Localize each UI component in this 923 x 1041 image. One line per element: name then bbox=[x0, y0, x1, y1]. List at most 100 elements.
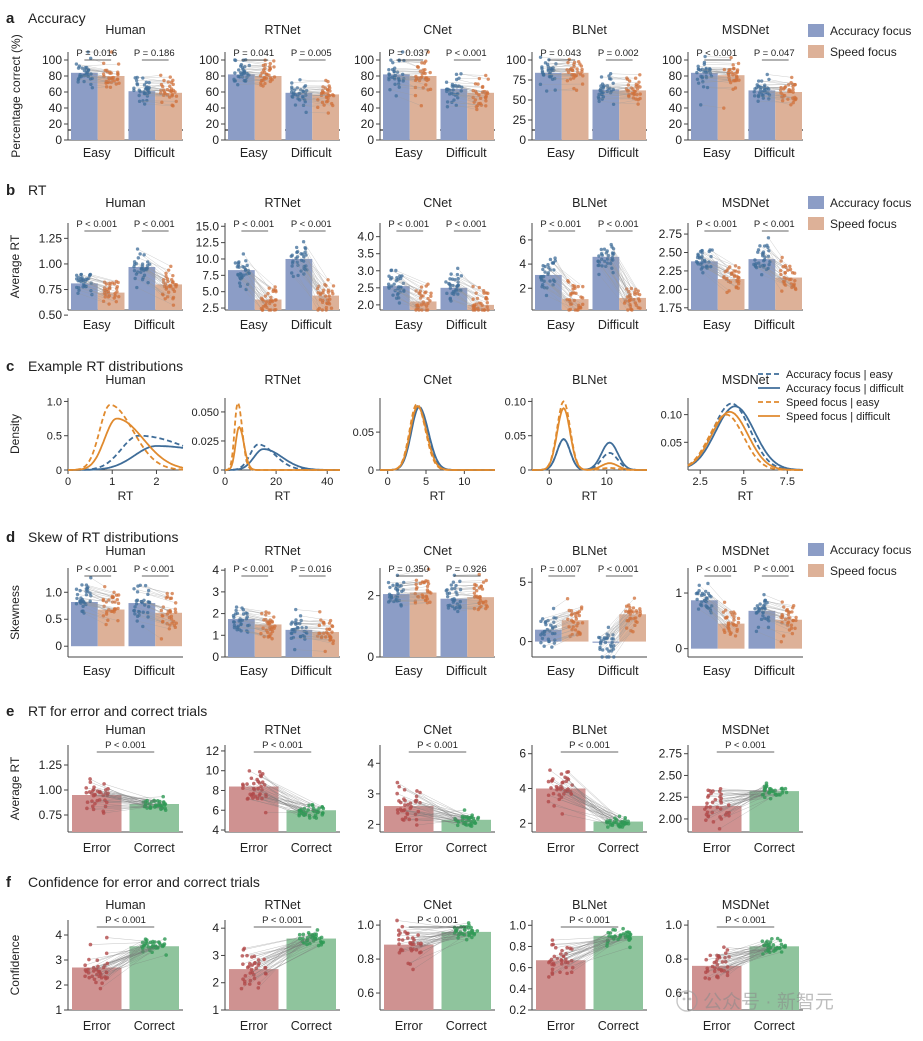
data-point bbox=[709, 264, 713, 269]
pair-line bbox=[553, 936, 616, 964]
data-point bbox=[731, 73, 735, 77]
data-point bbox=[471, 297, 475, 301]
data-point bbox=[132, 260, 137, 264]
data-point bbox=[247, 769, 252, 773]
pair-line bbox=[81, 76, 112, 79]
p-value-label: P = 0.043 bbox=[540, 48, 581, 59]
data-point bbox=[719, 967, 724, 972]
pair-line bbox=[403, 80, 416, 88]
data-point bbox=[235, 625, 239, 630]
pair-line bbox=[262, 773, 302, 810]
data-point bbox=[766, 236, 771, 240]
data-point bbox=[628, 616, 632, 620]
pair-line bbox=[756, 267, 796, 290]
data-point bbox=[767, 93, 772, 97]
data-point bbox=[260, 71, 264, 75]
data-point bbox=[264, 610, 268, 614]
bar-speed-focus bbox=[717, 623, 745, 649]
data-point bbox=[445, 105, 450, 109]
pair-line bbox=[265, 944, 322, 974]
x-tick-label: Difficult bbox=[446, 664, 487, 678]
data-point bbox=[767, 248, 771, 253]
data-point bbox=[322, 103, 326, 107]
data-point bbox=[545, 627, 549, 632]
data-point bbox=[101, 598, 105, 603]
data-point bbox=[79, 601, 83, 605]
data-point bbox=[737, 279, 741, 284]
pair-line bbox=[762, 612, 789, 623]
data-point bbox=[87, 273, 92, 278]
data-point bbox=[417, 950, 422, 955]
data-point bbox=[423, 67, 427, 72]
data-point bbox=[471, 303, 475, 308]
data-point bbox=[259, 774, 263, 779]
pair-line bbox=[84, 81, 107, 84]
data-point bbox=[261, 63, 266, 68]
data-point bbox=[241, 612, 246, 616]
data-point bbox=[132, 86, 136, 90]
data-point bbox=[550, 938, 555, 942]
data-point bbox=[449, 583, 454, 587]
pair-line bbox=[548, 938, 614, 978]
p-value-label: P < 0.001 bbox=[76, 219, 117, 230]
data-point bbox=[104, 951, 109, 956]
pair-line bbox=[457, 97, 475, 103]
pair-line bbox=[247, 265, 266, 297]
pair-line bbox=[395, 270, 429, 285]
data-point bbox=[266, 622, 270, 626]
pair-line bbox=[243, 613, 273, 622]
density-curve bbox=[68, 445, 184, 471]
data-point bbox=[103, 798, 107, 802]
pair-line bbox=[411, 806, 475, 824]
pair-line bbox=[758, 80, 792, 83]
data-point bbox=[237, 265, 241, 269]
data-point bbox=[579, 64, 584, 68]
pair-line bbox=[756, 631, 782, 642]
y-tick-label: 80 bbox=[49, 69, 63, 83]
wechat-icon bbox=[676, 990, 698, 1012]
data-point bbox=[789, 277, 793, 281]
y-tick-label: 20 bbox=[669, 117, 683, 131]
pair-line bbox=[541, 65, 582, 68]
data-point bbox=[789, 623, 794, 627]
y-tick-label: 1.0 bbox=[357, 918, 374, 932]
pair-line bbox=[768, 237, 783, 258]
data-point bbox=[540, 285, 544, 289]
data-point bbox=[396, 591, 400, 596]
data-point bbox=[263, 966, 268, 970]
data-point bbox=[145, 88, 150, 92]
data-point bbox=[418, 790, 422, 795]
pair-line bbox=[571, 793, 617, 823]
data-point bbox=[137, 99, 142, 104]
pair-line bbox=[551, 69, 569, 73]
subplot-title: Human bbox=[105, 373, 145, 387]
pair-line bbox=[762, 94, 783, 101]
pair-line bbox=[149, 84, 162, 88]
y-tick-label: 0.05 bbox=[661, 437, 682, 449]
data-point bbox=[273, 298, 277, 302]
y-axis-label: Percentage correct (%) bbox=[9, 34, 23, 157]
data-point bbox=[706, 814, 710, 819]
data-point bbox=[452, 292, 456, 296]
data-point bbox=[597, 96, 601, 101]
data-point bbox=[74, 285, 79, 290]
x-tick-label: Correct bbox=[134, 841, 176, 855]
pair-line bbox=[696, 593, 726, 619]
data-point bbox=[550, 626, 555, 631]
pair-line bbox=[391, 285, 430, 301]
data-point bbox=[548, 279, 552, 283]
pair-line bbox=[611, 91, 633, 94]
subplot-title: MSDNet bbox=[722, 373, 770, 387]
p-value-label: P < 0.001 bbox=[233, 564, 274, 575]
data-point bbox=[445, 594, 450, 599]
data-point bbox=[402, 797, 406, 801]
pair-line bbox=[295, 619, 324, 623]
data-point bbox=[791, 96, 795, 100]
data-point bbox=[737, 266, 741, 270]
data-point bbox=[330, 630, 334, 634]
data-point bbox=[754, 262, 758, 266]
p-value-label: P = 0.002 bbox=[598, 48, 639, 59]
